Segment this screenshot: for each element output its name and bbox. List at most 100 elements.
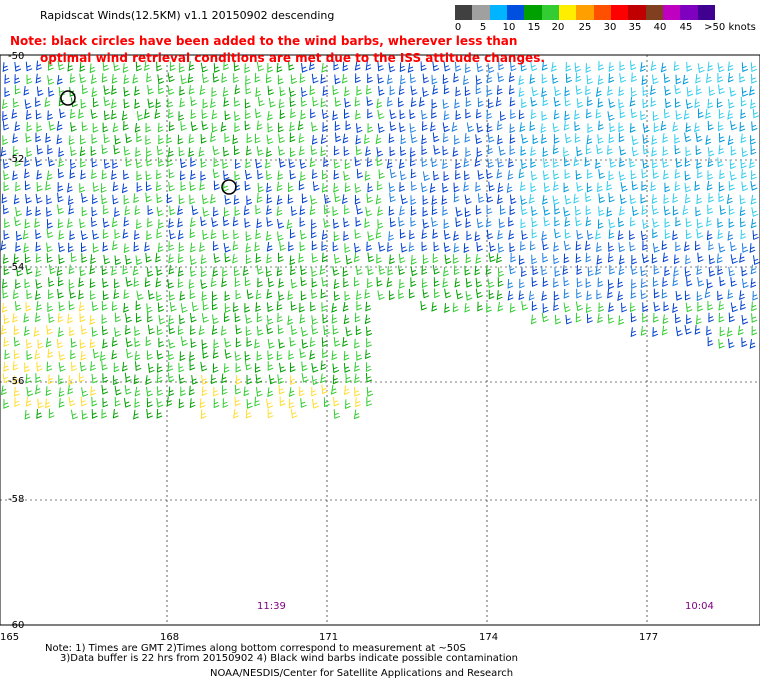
wind-barb bbox=[345, 373, 352, 384]
wind-barb bbox=[125, 313, 132, 323]
wind-barb bbox=[675, 110, 683, 121]
wind-barb bbox=[245, 408, 252, 419]
lat-label: -56 bbox=[8, 376, 24, 387]
wind-barb bbox=[485, 265, 492, 276]
wind-barb bbox=[267, 361, 274, 371]
wind-barb bbox=[26, 386, 34, 397]
wind-barb bbox=[212, 206, 219, 217]
wind-barb bbox=[356, 351, 363, 361]
wind-barb bbox=[541, 265, 548, 276]
wind-barb bbox=[598, 302, 605, 313]
wind-barb bbox=[496, 253, 502, 264]
wind-barb bbox=[102, 397, 109, 408]
wind-barb bbox=[750, 194, 757, 205]
wind-barb bbox=[224, 110, 231, 121]
wind-barb bbox=[125, 133, 132, 144]
wind-barb bbox=[695, 73, 701, 84]
wind-barb bbox=[497, 158, 504, 168]
wind-barb bbox=[199, 85, 206, 96]
wind-barb bbox=[245, 243, 252, 253]
wind-barb bbox=[674, 144, 681, 155]
wind-barb bbox=[553, 241, 560, 252]
wind-barb bbox=[598, 193, 605, 204]
wind-barb bbox=[464, 170, 470, 181]
wind-barb bbox=[695, 145, 702, 156]
wind-barb bbox=[521, 134, 529, 144]
wind-barb bbox=[717, 73, 724, 83]
wind-barb bbox=[726, 194, 733, 205]
wind-barb bbox=[189, 312, 197, 323]
wind-barb bbox=[35, 241, 42, 252]
wind-barb bbox=[487, 158, 494, 169]
wind-barb bbox=[136, 111, 144, 121]
wind-barb bbox=[497, 72, 505, 83]
wind-barb bbox=[365, 301, 372, 312]
wind-barb bbox=[641, 205, 648, 216]
wind-barb bbox=[706, 216, 712, 227]
wind-barb bbox=[749, 243, 756, 253]
wind-barb bbox=[301, 361, 308, 372]
wind-barb bbox=[311, 253, 319, 263]
wind-barb bbox=[366, 241, 372, 252]
wind-barb bbox=[14, 84, 21, 95]
wind-barb bbox=[100, 183, 107, 194]
wind-barb bbox=[661, 240, 668, 251]
wind-barb bbox=[518, 87, 525, 98]
wind-barb bbox=[188, 279, 195, 289]
wind-barb bbox=[356, 290, 362, 301]
wind-barb bbox=[14, 61, 22, 72]
wind-barb bbox=[310, 195, 318, 205]
wind-barb bbox=[640, 62, 646, 72]
wind-barb bbox=[377, 74, 384, 84]
wind-barb bbox=[510, 61, 517, 72]
contamination-circle bbox=[221, 179, 237, 195]
wind-barb bbox=[706, 180, 713, 191]
wind-barb bbox=[158, 84, 165, 95]
wind-barb bbox=[739, 253, 745, 263]
wind-barb bbox=[597, 277, 604, 288]
wind-barb bbox=[223, 242, 231, 253]
wind-barb bbox=[25, 193, 32, 204]
wind-barb bbox=[486, 229, 494, 240]
wind-barb bbox=[156, 386, 164, 397]
wind-barb bbox=[70, 252, 77, 263]
wind-barb bbox=[66, 182, 73, 193]
wind-barb bbox=[0, 385, 7, 396]
wind-barb bbox=[343, 231, 349, 241]
wind-barb bbox=[376, 156, 383, 167]
wind-barb bbox=[299, 205, 306, 216]
wind-barb bbox=[475, 108, 482, 119]
wind-barb bbox=[410, 85, 418, 96]
wind-barb bbox=[57, 60, 65, 71]
wind-barb bbox=[320, 288, 327, 299]
wind-barb bbox=[145, 170, 152, 181]
wind-barb bbox=[661, 325, 668, 336]
wind-barb bbox=[212, 363, 219, 374]
wind-barb bbox=[211, 291, 218, 301]
wind-barb bbox=[278, 98, 285, 109]
wind-barb bbox=[728, 266, 736, 277]
wind-barb bbox=[662, 252, 669, 263]
wind-barb bbox=[606, 207, 613, 217]
wind-barb bbox=[266, 241, 273, 252]
wind-barb bbox=[222, 87, 229, 97]
wind-barb bbox=[410, 255, 417, 265]
wind-barb bbox=[90, 146, 97, 157]
wind-barb bbox=[675, 216, 681, 227]
wind-barb bbox=[632, 206, 639, 217]
wind-barb bbox=[509, 123, 516, 134]
wind-barb bbox=[619, 108, 626, 119]
wind-barb bbox=[400, 74, 406, 85]
wind-barb bbox=[496, 168, 503, 179]
wind-barb bbox=[541, 111, 548, 121]
wind-barb bbox=[585, 303, 592, 314]
wind-barb bbox=[364, 314, 371, 325]
wind-barb bbox=[68, 204, 75, 215]
wind-barb bbox=[487, 144, 494, 155]
wind-barb bbox=[111, 301, 118, 312]
wind-barb bbox=[310, 108, 316, 119]
wind-barb bbox=[122, 63, 129, 73]
wind-barb bbox=[234, 384, 242, 395]
wind-barb bbox=[554, 204, 561, 215]
wind-barb bbox=[169, 61, 176, 72]
